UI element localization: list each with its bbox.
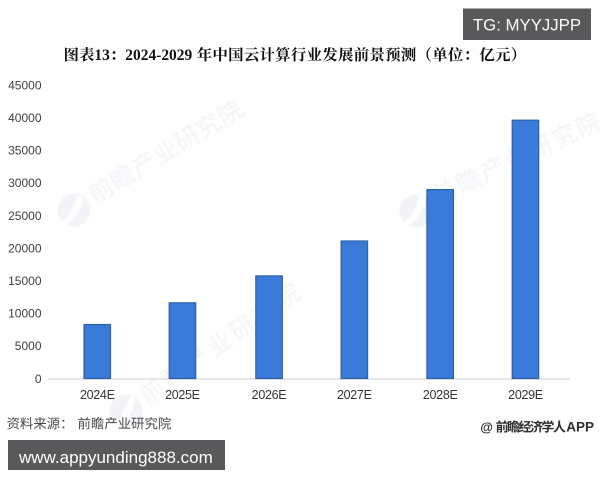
svg-text:APP: APP bbox=[566, 420, 594, 435]
svg-text:2028E: 2028E bbox=[423, 388, 458, 402]
svg-text:TG: MYYJJPP: TG: MYYJJPP bbox=[473, 16, 581, 35]
svg-text:2027E: 2027E bbox=[337, 388, 372, 402]
svg-text:13: 13 bbox=[94, 47, 110, 64]
svg-text:www.appyunding888.com: www.appyunding888.com bbox=[18, 448, 213, 467]
svg-text:2026E: 2026E bbox=[252, 388, 287, 402]
svg-text:30000: 30000 bbox=[8, 176, 42, 190]
svg-text:2024-2029: 2024-2029 bbox=[125, 47, 192, 64]
svg-text:45000: 45000 bbox=[8, 78, 42, 92]
svg-text:2024E: 2024E bbox=[80, 388, 115, 402]
svg-text:10000: 10000 bbox=[8, 307, 42, 321]
svg-text:2025E: 2025E bbox=[165, 388, 200, 402]
svg-text:15000: 15000 bbox=[8, 274, 42, 288]
svg-text:0: 0 bbox=[35, 372, 42, 386]
svg-text:20000: 20000 bbox=[8, 241, 42, 255]
svg-text:@: @ bbox=[480, 420, 493, 435]
svg-text:40000: 40000 bbox=[8, 111, 42, 125]
svg-text:25000: 25000 bbox=[8, 209, 42, 223]
svg-text:5000: 5000 bbox=[15, 339, 42, 353]
svg-text:35000: 35000 bbox=[8, 144, 42, 158]
svg-text:2029E: 2029E bbox=[508, 388, 543, 402]
